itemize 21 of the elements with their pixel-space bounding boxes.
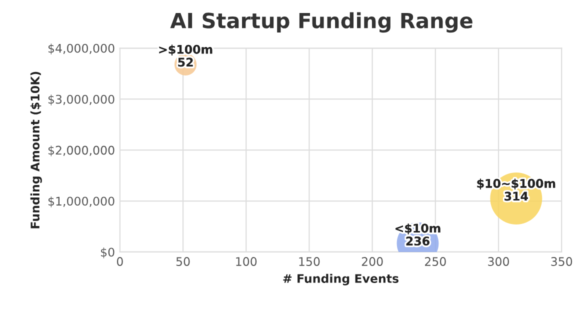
y-tick-label: $1,000,000 <box>48 196 114 208</box>
x-axis-title: # Funding Events <box>283 274 398 286</box>
x-tick-label: 350 <box>551 257 572 266</box>
series-label: <$10m <box>396 224 440 234</box>
annotation: 52 <box>178 58 193 67</box>
chart-title: AI Startup Funding Range <box>170 12 472 33</box>
x-tick-label: 0 <box>116 257 123 266</box>
x-tick-label: 300 <box>488 257 509 266</box>
x-tick-label: 100 <box>236 257 257 266</box>
x-tick-label: 150 <box>299 257 320 266</box>
x-tick-label: 50 <box>176 257 190 266</box>
series-label: >$100m <box>159 44 212 56</box>
y-axis-title: Funding Amount ($10K) <box>30 72 42 228</box>
y-tick-label: $4,000,000 <box>48 44 114 54</box>
y-tick-label: $3,000,000 <box>48 94 114 106</box>
y-tick-label: $2,000,000 <box>48 146 114 156</box>
x-tick-label: 200 <box>362 257 383 266</box>
x-tick-label: 250 <box>425 257 446 266</box>
annotation: 236 <box>406 236 430 246</box>
y-tick-label: $0 <box>101 248 114 258</box>
annotation: 314 <box>504 192 528 201</box>
